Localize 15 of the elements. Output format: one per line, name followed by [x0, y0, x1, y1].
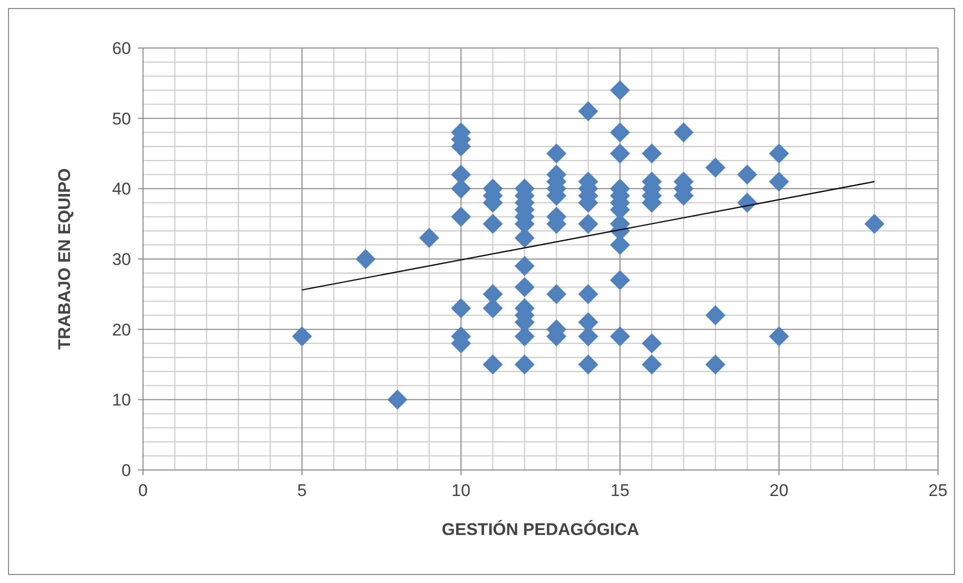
- y-tick-label: 20: [112, 320, 131, 340]
- x-tick-label: 15: [610, 481, 630, 500]
- x-tick-label: 20: [770, 481, 788, 500]
- x-tick-label: 10: [452, 481, 470, 500]
- x-axis-title: GESTIÓN PEDAGÓGICA: [442, 519, 640, 539]
- y-tick-label: 40: [112, 180, 131, 199]
- y-tick-label: 50: [112, 109, 131, 128]
- x-tick-label: 5: [297, 481, 307, 500]
- y-axis-title: TRABAJO EN EQUIPO: [55, 168, 74, 350]
- y-tick-label: 30: [112, 250, 131, 269]
- x-tick-label: 0: [138, 481, 148, 500]
- x-tick-label: 25: [928, 481, 948, 500]
- y-tick-label: 10: [112, 390, 131, 410]
- y-tick-label: 60: [112, 38, 131, 58]
- y-tick-label: 0: [122, 460, 131, 480]
